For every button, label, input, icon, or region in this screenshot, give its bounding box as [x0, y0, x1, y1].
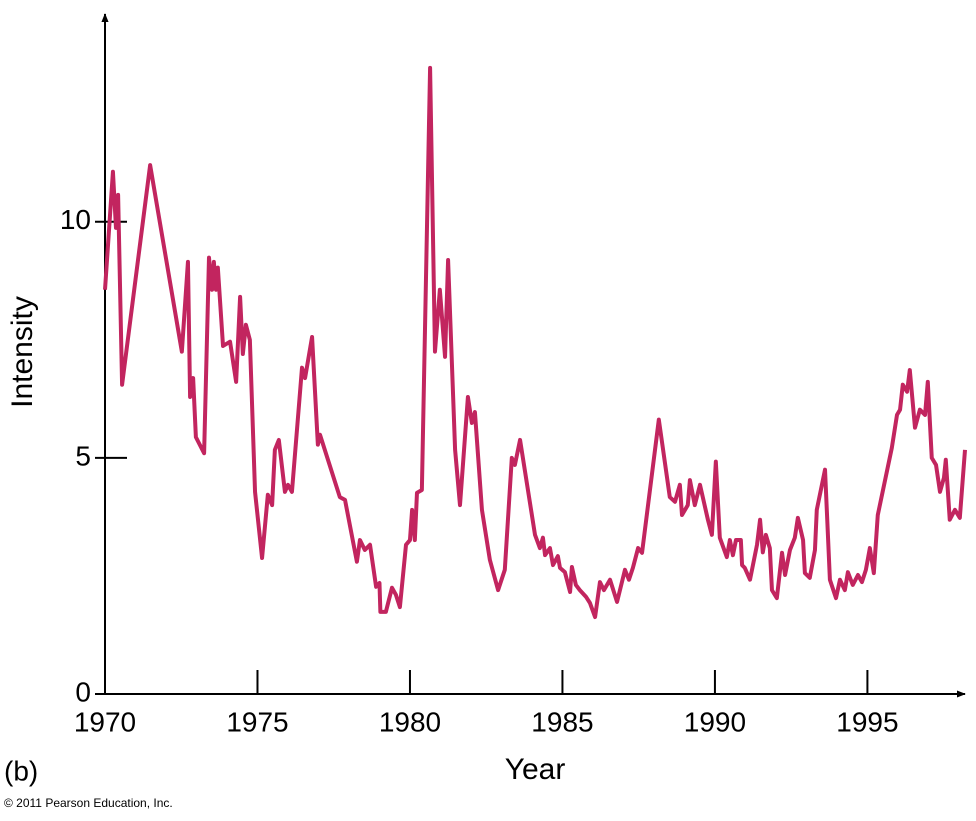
x-tick-label: 1985 [531, 706, 593, 737]
x-tick-label: 1995 [836, 706, 898, 737]
x-tick-label: 1980 [379, 706, 441, 737]
x-axis-title: Year [505, 753, 566, 786]
panel-label: (b) [4, 755, 38, 786]
y-tick-label: 10 [60, 204, 91, 235]
y-tick-label: 5 [75, 440, 91, 471]
y-axis-title: Intensity [6, 296, 39, 408]
x-tick-label: 1970 [74, 706, 136, 737]
x-tick-label: 1975 [226, 706, 288, 737]
x-tick-label: 1990 [684, 706, 746, 737]
credit: © 2011 Pearson Education, Inc. [4, 796, 173, 810]
y-tick-label: 0 [75, 676, 91, 707]
data-line [103, 65, 967, 620]
